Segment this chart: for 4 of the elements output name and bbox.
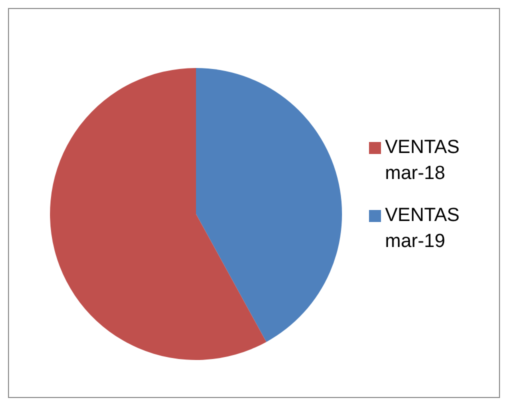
legend-label: VENTAS mar-18 xyxy=(385,136,461,186)
pie-slice xyxy=(50,68,266,360)
legend-label: VENTAS mar-19 xyxy=(385,204,461,254)
pie-slice xyxy=(196,68,342,342)
